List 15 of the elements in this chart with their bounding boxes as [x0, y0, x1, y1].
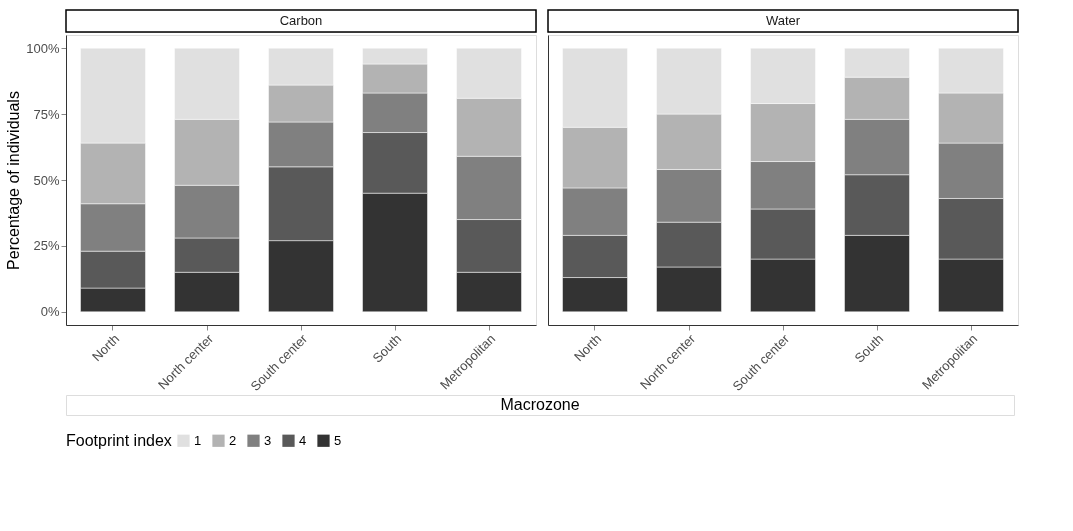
legend-title: Footprint index	[66, 432, 172, 449]
chart-title: Water	[765, 13, 801, 28]
legend-label: 1	[194, 432, 202, 448]
x-axis-title: Macrozone	[500, 396, 580, 413]
legend-label: 4	[299, 432, 307, 448]
chart-title: Carbon	[279, 13, 323, 28]
y-tick-label: 0%	[40, 304, 60, 320]
y-tick-label: 100%	[26, 40, 60, 56]
y-axis-title: Percentage of individuals	[5, 91, 23, 270]
y-tick-label: 50%	[33, 172, 60, 188]
legend-label: 5	[334, 432, 342, 448]
y-tick-label: 75%	[33, 106, 60, 122]
legend-label: 2	[229, 432, 237, 448]
legend-label: 3	[264, 432, 272, 448]
y-tick-label: 25%	[33, 238, 60, 254]
